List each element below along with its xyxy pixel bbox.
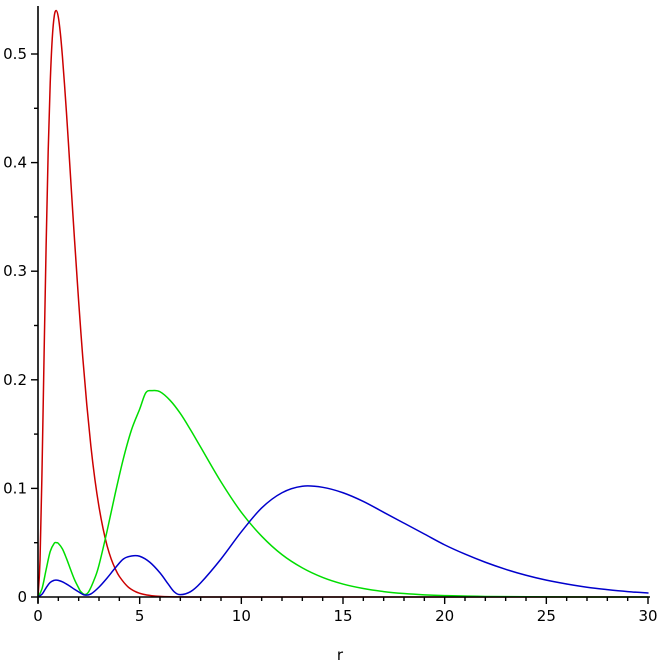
- y-tick-label: 0.3: [3, 262, 27, 280]
- x-tick-label: 15: [333, 607, 352, 625]
- axis-labels-layer: 0 5 10 15 20 25 30 0 0.1 0.2 0.3 0.4 0.5: [3, 45, 657, 625]
- y-tick-label: 0.5: [3, 45, 27, 63]
- series-green-curve: [37, 389, 649, 598]
- y-tick-label: 0: [17, 588, 27, 606]
- x-axis-title: r: [337, 646, 344, 664]
- y-tick-label: 0.1: [3, 479, 27, 497]
- series-blue-curve: [37, 485, 649, 598]
- axis-layer: [31, 6, 650, 604]
- y-tick-label: 0.2: [3, 371, 27, 389]
- x-tick-label: 10: [232, 607, 251, 625]
- x-tick-label: 5: [135, 607, 145, 625]
- y-tick-label: 0.4: [3, 154, 27, 172]
- x-tick-label: 25: [537, 607, 556, 625]
- x-tick-label: 20: [435, 607, 454, 625]
- x-tick-label: 30: [638, 607, 657, 625]
- x-tick-label: 0: [33, 607, 43, 625]
